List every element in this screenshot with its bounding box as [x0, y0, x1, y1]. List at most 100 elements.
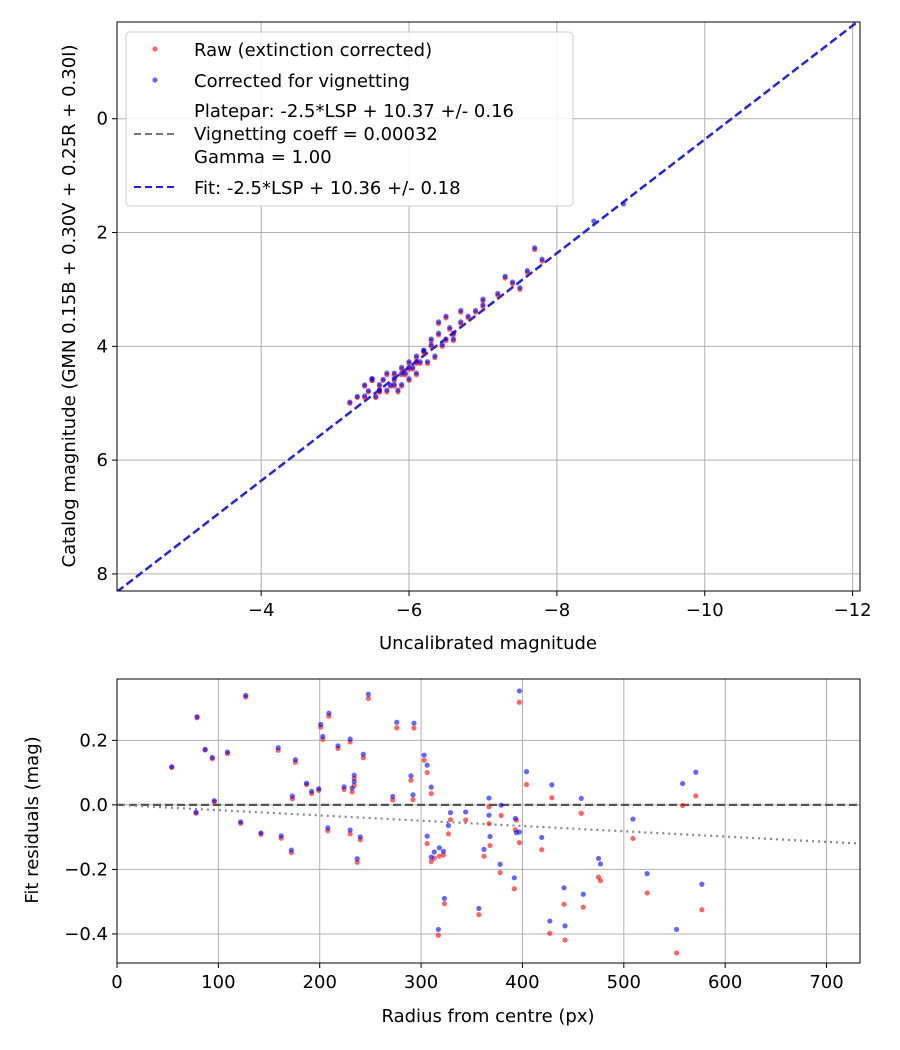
raw-point: [435, 932, 441, 938]
raw-point: [349, 789, 355, 795]
raw-point: [630, 835, 636, 842]
corrected-point: [373, 393, 379, 400]
corrected-point: [391, 381, 397, 388]
raw-point: [511, 886, 517, 892]
corrected-point: [480, 302, 486, 308]
corrected-point: [487, 833, 493, 840]
y-tick-label: −0.4: [64, 924, 108, 945]
corrected-point: [561, 885, 567, 891]
corrected-point: [547, 918, 553, 924]
corrected-point: [309, 788, 315, 794]
corrected-point: [428, 336, 434, 342]
legend-box: [125, 31, 574, 207]
legend-gamma-label: Gamma = 1.00: [194, 147, 332, 168]
corrected-point: [463, 809, 469, 815]
y-tick-label: −0.2: [64, 859, 108, 880]
corrected-point: [443, 313, 449, 319]
raw-point: [562, 937, 568, 943]
corrected-point: [511, 875, 517, 881]
corrected-point: [335, 743, 341, 749]
raw-point: [680, 802, 686, 809]
corrected-point: [516, 688, 523, 694]
legend-corrected-label: Corrected for vignetting: [194, 71, 410, 92]
raw-point: [445, 831, 452, 837]
corrected-point: [402, 370, 408, 376]
corrected-point: [620, 201, 627, 207]
corrected-point: [354, 393, 360, 400]
corrected-point: [411, 720, 417, 726]
bottom-x-axis-label: Radius from centre (px): [381, 1006, 594, 1027]
corrected-point: [673, 926, 680, 933]
corrected-point: [532, 245, 538, 251]
top-fit-lines: [117, 22, 860, 591]
y-tick-label: 0.0: [79, 795, 108, 816]
corrected-point: [595, 855, 602, 862]
corrected-point: [591, 218, 597, 224]
raw-point: [394, 725, 400, 731]
corrected-point: [630, 816, 636, 822]
corrected-point: [394, 719, 400, 725]
corrected-point: [390, 793, 396, 800]
x-tick-label: −8: [544, 600, 571, 621]
corrected-point: [443, 336, 449, 342]
corrected-point: [439, 342, 445, 348]
top-y-ticks: 0 2 4 6 8: [97, 109, 117, 585]
corrected-point: [365, 388, 371, 394]
top-legend: Raw (extinction corrected) Corrected for…: [125, 31, 574, 207]
corrected-point: [516, 829, 523, 835]
corrected-point: [413, 353, 420, 359]
corrected-point: [486, 812, 492, 818]
raw-point: [547, 930, 553, 936]
corrected-point: [447, 324, 453, 331]
corrected-point: [376, 381, 383, 388]
corrected-point: [347, 399, 353, 405]
y-tick-label: 6: [97, 450, 108, 471]
x-tick-label: 700: [809, 972, 843, 993]
legend-vignetting-label: Vignetting coeff = 0.00032: [194, 124, 438, 145]
x-tick-label: −4: [248, 600, 275, 621]
corrected-point: [445, 822, 452, 829]
corrected-point: [288, 847, 294, 853]
corrected-point: [450, 336, 456, 342]
legend-raw-label: Raw (extinction corrected): [194, 40, 432, 61]
corrected-point: [341, 784, 347, 790]
corrected-point: [580, 891, 586, 897]
corrected-point: [362, 382, 368, 388]
raw-point: [436, 853, 442, 859]
corrected-point: [376, 387, 383, 393]
corrected-point: [202, 746, 208, 752]
corrected-point: [699, 881, 705, 887]
bottom-grid: [116, 679, 860, 963]
raw-point: [561, 901, 567, 907]
bottom-y-ticks: 0.2 0.0 −0.2 −0.4: [64, 730, 117, 945]
top-y-axis-label: Catalog magnitude (GMN 0.15B + 0.30V + 0…: [59, 44, 80, 567]
corrected-point: [399, 370, 405, 376]
corrected-point: [597, 861, 604, 867]
corrected-point: [539, 834, 545, 841]
corrected-point: [413, 370, 420, 376]
raw-point: [549, 795, 555, 801]
corrected-point: [480, 296, 486, 302]
corrected-point: [292, 757, 299, 763]
top-scatter-chart: −4 −6 −8 −10 −12 0 2 4 6 8 Uncalibrated magnitud…: [59, 21, 872, 654]
corrected-point: [193, 809, 199, 815]
y-tick-label: 8: [97, 564, 108, 585]
raw-point: [410, 797, 416, 803]
x-tick-label: 400: [505, 972, 539, 993]
corrected-point: [539, 256, 545, 262]
raw-point: [421, 757, 427, 763]
corrected-point: [428, 342, 434, 348]
corrected-point: [436, 845, 442, 851]
corrected-point: [428, 784, 434, 790]
corrected-point: [562, 923, 568, 929]
raw-point: [424, 840, 430, 847]
raw-point: [428, 859, 434, 865]
corrected-point: [497, 861, 503, 867]
corrected-point: [509, 279, 516, 285]
corrected-point: [360, 751, 366, 757]
corrected-point: [316, 786, 322, 792]
corrected-point: [450, 330, 456, 336]
corrected-point: [380, 376, 386, 382]
corrected-point: [258, 830, 264, 836]
corrected-point: [693, 769, 699, 775]
